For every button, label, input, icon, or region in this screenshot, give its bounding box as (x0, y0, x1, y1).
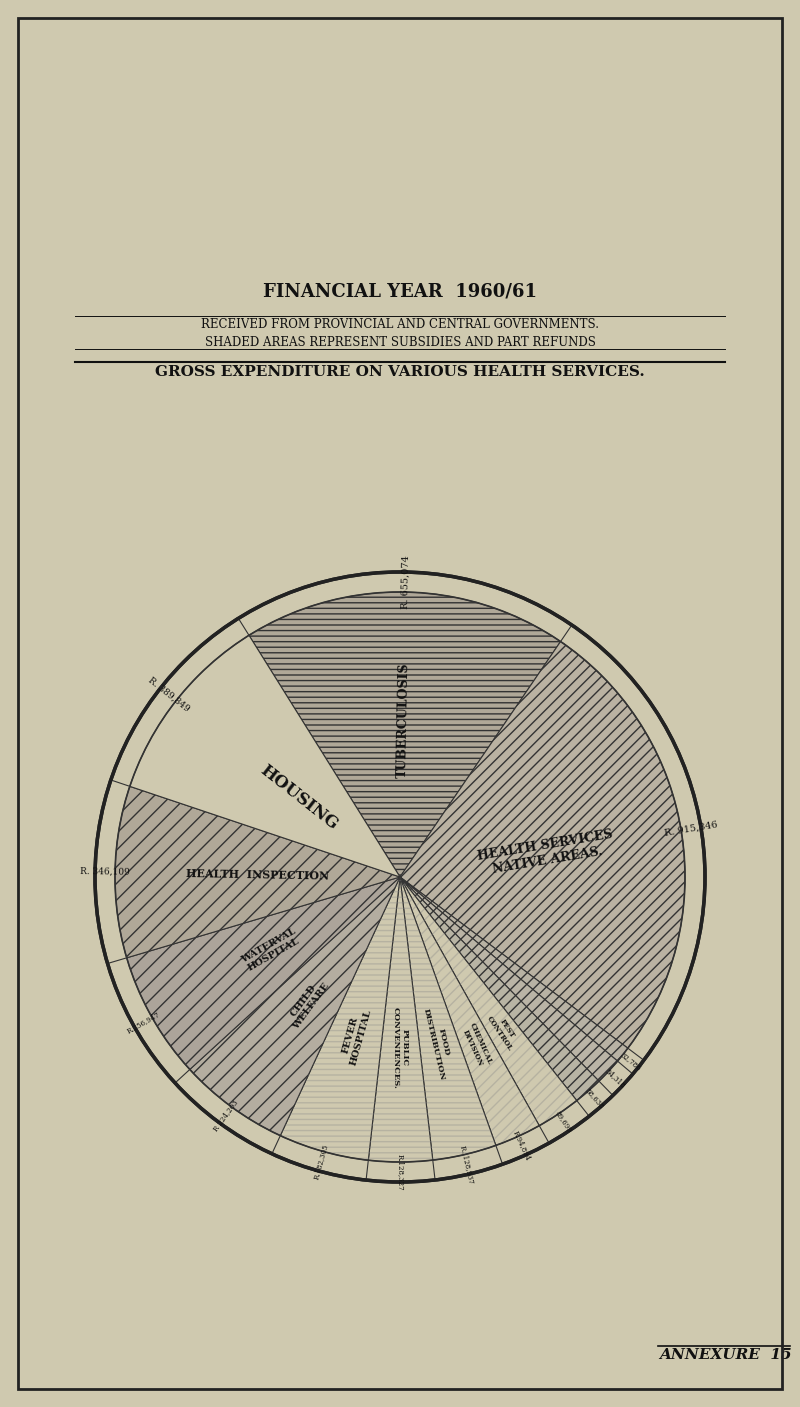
Text: GROSS EXPENDITURE ON VARIOUS HEALTH SERVICES.: GROSS EXPENDITURE ON VARIOUS HEALTH SERV… (155, 364, 645, 378)
Text: R. 346,109: R. 346,109 (80, 867, 130, 877)
Wedge shape (368, 877, 433, 1162)
Wedge shape (400, 642, 685, 1048)
Text: R. 915,346: R. 915,346 (664, 820, 718, 837)
Text: PEST
CONTROL: PEST CONTROL (485, 1009, 522, 1052)
Text: R. 655,074: R. 655,074 (401, 556, 411, 609)
Text: PUBLIC
CONVENIENCES.: PUBLIC CONVENIENCES. (392, 1007, 409, 1089)
Wedge shape (400, 877, 577, 1126)
Text: R.182,305: R.182,305 (312, 1142, 330, 1180)
Text: FOOD
DISTRIBUTION: FOOD DISTRIBUTION (422, 1006, 455, 1082)
Text: FEVER
HOSPITAL: FEVER HOSPITAL (338, 1006, 373, 1067)
Text: R. 128,937: R. 128,937 (458, 1144, 475, 1185)
Wedge shape (400, 877, 628, 1061)
Text: HEALTH SERVICES
NATIVE AREAS.: HEALTH SERVICES NATIVE AREAS. (476, 827, 616, 878)
Text: R.94,894: R.94,894 (512, 1130, 533, 1162)
Wedge shape (115, 787, 400, 958)
Text: WATERVAL
HOSPITAL: WATERVAL HOSPITAL (239, 926, 302, 974)
Text: 32,786: 32,786 (618, 1050, 642, 1072)
Text: ANNEXURE  15: ANNEXURE 15 (658, 1348, 791, 1362)
Text: CHILD
WELFARE: CHILD WELFARE (283, 975, 331, 1031)
Wedge shape (249, 592, 561, 877)
Text: R.128,327: R.128,327 (397, 1154, 405, 1190)
Text: HEALTH  INSPECTION: HEALTH INSPECTION (186, 868, 329, 881)
Text: CHEMICAL
DIVISION: CHEMICAL DIVISION (459, 1021, 494, 1069)
Text: SHADED AREAS REPRESENT SUBSIDIES AND PART REFUNDS: SHADED AREAS REPRESENT SUBSIDIES AND PAR… (205, 335, 595, 349)
Wedge shape (400, 877, 618, 1081)
Wedge shape (400, 877, 599, 1100)
Text: R.256,947: R.256,947 (126, 1010, 161, 1034)
Text: TUBERCULOSIS: TUBERCULOSIS (395, 663, 410, 778)
Text: R 224,203: R 224,203 (212, 1097, 240, 1133)
Wedge shape (130, 636, 400, 877)
Wedge shape (400, 877, 496, 1161)
Wedge shape (400, 877, 539, 1145)
Text: 54,318: 54,318 (604, 1067, 627, 1089)
Text: 58,638: 58,638 (583, 1086, 606, 1110)
Wedge shape (190, 877, 400, 1135)
Text: FINANCIAL YEAR  1960/61: FINANCIAL YEAR 1960/61 (263, 281, 537, 300)
Wedge shape (126, 877, 400, 1069)
Text: 89,699: 89,699 (554, 1110, 574, 1134)
Text: HOUSING: HOUSING (257, 761, 342, 833)
Circle shape (95, 573, 705, 1182)
Text: R. 389,849: R. 389,849 (146, 675, 190, 713)
Text: RECEIVED FROM PROVINCIAL AND CENTRAL GOVERNMENTS.: RECEIVED FROM PROVINCIAL AND CENTRAL GOV… (201, 318, 599, 331)
Circle shape (115, 592, 685, 1162)
Wedge shape (280, 877, 400, 1161)
